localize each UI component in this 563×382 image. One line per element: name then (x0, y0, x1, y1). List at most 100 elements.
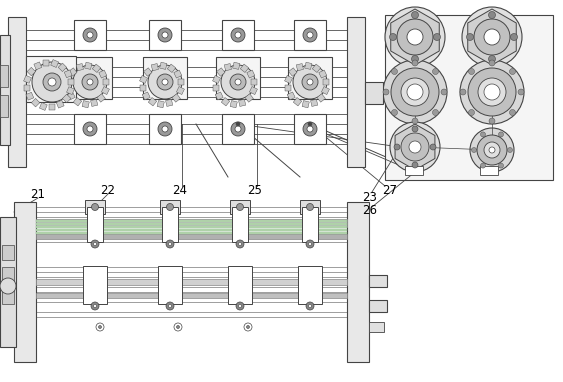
Bar (0, 35, 10, 145)
Circle shape (168, 304, 172, 308)
Circle shape (412, 118, 418, 124)
Text: 21: 21 (30, 188, 46, 201)
Circle shape (168, 243, 172, 246)
Bar (347, 202, 369, 362)
Circle shape (390, 122, 440, 172)
Circle shape (462, 7, 522, 67)
Bar (85, 200, 105, 214)
Circle shape (91, 240, 99, 248)
Bar (0, 65, 8, 87)
Bar (49, 104, 55, 110)
Circle shape (230, 74, 246, 90)
Bar (249, 87, 257, 95)
Bar (76, 63, 83, 71)
Circle shape (390, 34, 396, 40)
Text: 22: 22 (101, 183, 115, 196)
Circle shape (498, 132, 503, 137)
Circle shape (221, 65, 255, 99)
Bar (39, 102, 47, 110)
Circle shape (235, 126, 241, 132)
Circle shape (489, 55, 495, 63)
Circle shape (307, 126, 313, 132)
Circle shape (460, 60, 524, 124)
Bar (302, 207, 318, 242)
Circle shape (308, 122, 312, 126)
Bar (84, 62, 92, 70)
Bar (251, 79, 257, 85)
Circle shape (158, 122, 172, 136)
Bar (97, 94, 105, 102)
Circle shape (306, 240, 314, 248)
Circle shape (43, 73, 61, 91)
Circle shape (236, 302, 244, 310)
Circle shape (385, 7, 445, 67)
Bar (369, 300, 387, 312)
Bar (213, 76, 221, 83)
Circle shape (247, 325, 249, 329)
Bar (222, 114, 254, 144)
Bar (296, 63, 303, 71)
Bar (217, 68, 225, 76)
Circle shape (32, 62, 72, 102)
Bar (247, 70, 255, 78)
Circle shape (309, 304, 311, 308)
Bar (311, 99, 318, 107)
Bar (294, 20, 326, 50)
Bar (24, 85, 30, 91)
Bar (68, 57, 112, 99)
Polygon shape (468, 9, 516, 65)
Bar (305, 62, 312, 70)
Text: 26: 26 (363, 204, 378, 217)
Circle shape (480, 163, 485, 168)
Bar (149, 20, 181, 50)
Circle shape (82, 74, 98, 90)
Bar (160, 200, 180, 214)
Circle shape (412, 60, 418, 66)
Text: 24: 24 (172, 183, 187, 196)
Circle shape (412, 162, 418, 168)
Circle shape (468, 110, 475, 115)
Bar (288, 57, 332, 99)
Bar (36, 219, 347, 227)
Bar (289, 68, 297, 76)
Bar (36, 279, 347, 285)
Circle shape (480, 132, 485, 137)
Bar (143, 57, 187, 99)
Bar (240, 64, 249, 73)
Bar (69, 68, 77, 76)
Bar (92, 64, 101, 73)
Bar (233, 62, 240, 70)
Circle shape (83, 122, 97, 136)
Bar (369, 275, 387, 287)
Bar (82, 100, 90, 108)
Bar (176, 87, 185, 95)
Bar (369, 322, 384, 332)
Bar (230, 100, 237, 108)
Circle shape (489, 60, 495, 66)
Circle shape (236, 122, 240, 126)
Circle shape (511, 34, 517, 40)
Bar (221, 97, 230, 106)
Bar (319, 70, 327, 78)
Bar (0, 95, 8, 117)
Bar (302, 100, 309, 108)
Bar (160, 62, 167, 70)
Circle shape (235, 32, 241, 38)
Circle shape (412, 126, 418, 132)
Circle shape (407, 29, 423, 45)
Circle shape (306, 302, 314, 310)
Circle shape (518, 89, 524, 95)
Circle shape (430, 144, 436, 150)
Circle shape (73, 65, 107, 99)
Bar (32, 99, 40, 107)
Bar (140, 85, 146, 91)
Circle shape (471, 147, 476, 152)
Circle shape (236, 204, 244, 210)
Bar (312, 64, 321, 73)
Circle shape (391, 68, 439, 116)
Bar (213, 85, 219, 91)
Bar (158, 266, 182, 304)
Circle shape (162, 126, 168, 132)
Bar (74, 114, 106, 144)
Circle shape (407, 84, 423, 100)
